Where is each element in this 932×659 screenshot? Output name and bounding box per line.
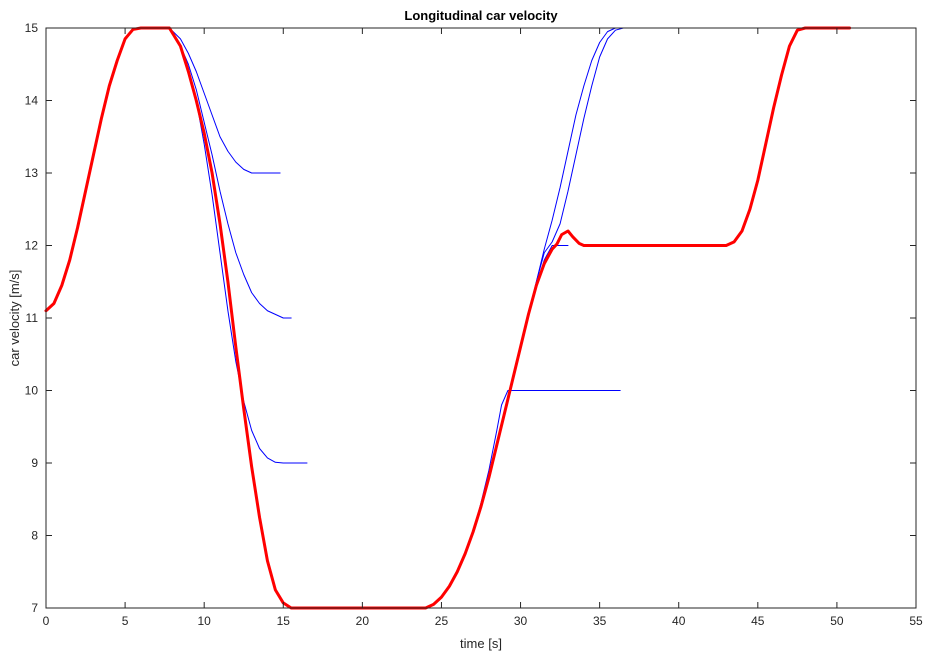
x-tick-label: 45 — [751, 614, 765, 628]
x-tick-label: 35 — [593, 614, 607, 628]
x-tick-label: 20 — [356, 614, 370, 628]
alt-velocity-line-0 — [168, 27, 281, 174]
plot-area — [46, 28, 916, 608]
y-tick-label: 11 — [26, 311, 39, 325]
axes-layer: 0 5 10 15 20 25 30 35 40 45 50 55 7 8 9 10 11 12 13 14 15 — [25, 21, 923, 628]
y-tick-label: 12 — [25, 239, 39, 253]
y-tick-label: 14 — [25, 94, 39, 108]
x-tick-label: 50 — [830, 614, 844, 628]
chart-title: Longitudinal car velocity — [404, 8, 558, 23]
alt-velocity-line-1 — [168, 27, 292, 319]
x-tick-label: 10 — [198, 614, 212, 628]
x-tick-label: 40 — [672, 614, 686, 628]
y-tick-label: 10 — [25, 384, 39, 398]
y-tick-label: 13 — [25, 166, 39, 180]
x-tick-label: 25 — [435, 614, 449, 628]
x-tick-label: 30 — [514, 614, 528, 628]
x-tick-label: 15 — [277, 614, 291, 628]
y-axis-title: car velocity [m/s] — [7, 270, 22, 367]
y-tick-label: 9 — [31, 456, 38, 470]
y-tick-label: 7 — [31, 601, 38, 615]
x-tick-label: 55 — [909, 614, 923, 628]
y-tick-label: 8 — [31, 529, 38, 543]
x-tick-label: 5 — [122, 614, 129, 628]
y-tick-label: 15 — [25, 21, 39, 35]
x-axis-title: time [s] — [460, 636, 502, 651]
x-tick-label: 0 — [43, 614, 50, 628]
